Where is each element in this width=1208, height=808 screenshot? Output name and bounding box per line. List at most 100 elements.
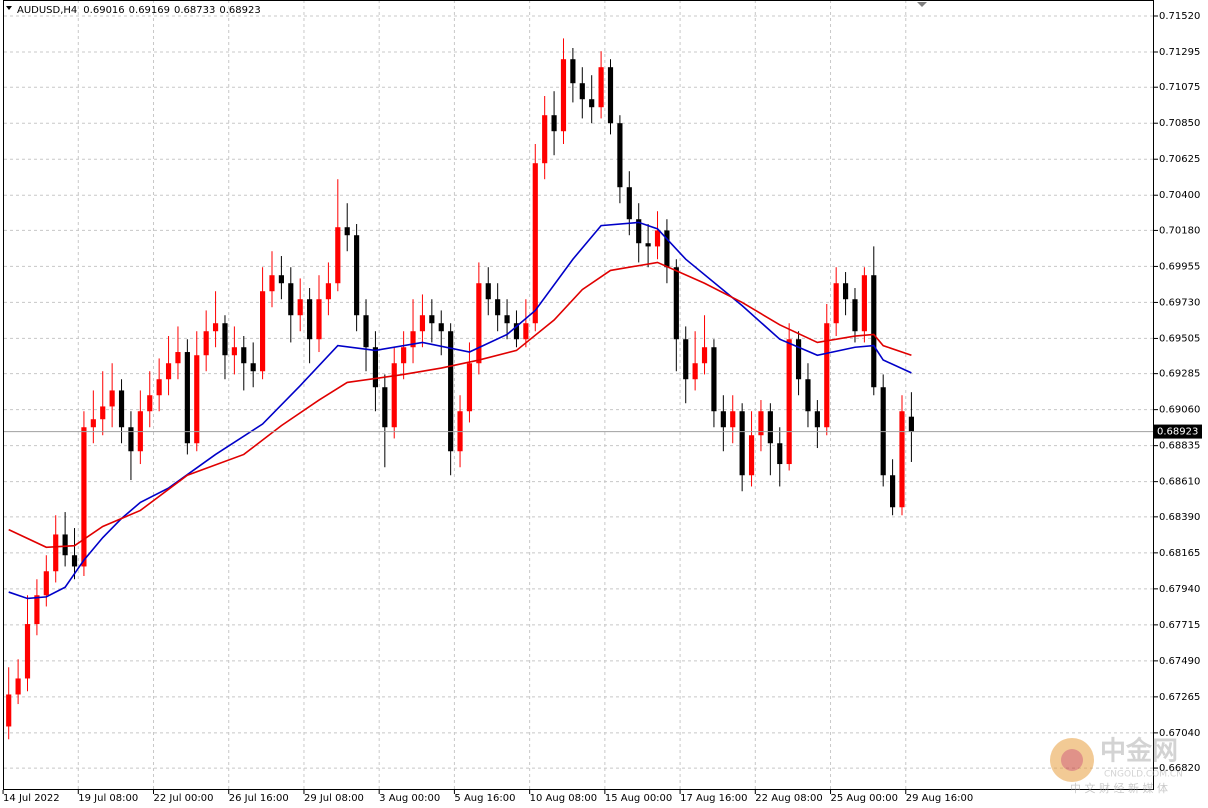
y-tick-label: 0.71520 — [1159, 11, 1200, 22]
candle-body — [814, 411, 820, 428]
candle-body — [824, 323, 830, 428]
watermark-slogan: 中 文 财 经 新 媒 体 — [1070, 781, 1168, 795]
candle-body — [673, 267, 679, 340]
shift-marker — [917, 2, 927, 7]
y-tick-label: 0.70180 — [1159, 225, 1200, 236]
candle-body — [495, 299, 501, 316]
candle-body — [861, 275, 867, 332]
candle-body — [278, 275, 284, 284]
candle-body — [711, 347, 717, 412]
candle-body — [419, 315, 426, 332]
candle-body — [626, 187, 632, 220]
x-tick-label: 26 Jul 16:00 — [229, 793, 289, 804]
high: 0.69169 — [129, 5, 170, 16]
candle-body — [890, 475, 896, 508]
candle-body — [654, 230, 661, 247]
candle-body — [448, 331, 454, 452]
y-tick-label: 0.68610 — [1159, 477, 1200, 488]
x-tick-label: 22 Aug 08:00 — [755, 793, 822, 804]
candle-body — [175, 352, 181, 364]
candle-body — [259, 291, 266, 372]
y-tick-label: 0.69285 — [1159, 369, 1200, 380]
candle-body — [24, 624, 31, 679]
open: 0.69016 — [83, 5, 124, 16]
y-tick-label: 0.70625 — [1159, 154, 1200, 165]
y-tick-label: 0.69955 — [1159, 261, 1200, 272]
candle-body — [401, 347, 407, 364]
close: 0.68923 — [219, 5, 260, 16]
y-tick-label: 0.66820 — [1159, 763, 1200, 774]
candle-body — [786, 339, 792, 465]
y-tick-label: 0.67940 — [1159, 584, 1200, 595]
candle-body — [34, 595, 40, 625]
candle-body — [701, 347, 708, 364]
candle-body — [551, 115, 557, 132]
candle-body — [43, 571, 49, 596]
candle-body — [288, 283, 294, 316]
candle-body — [250, 363, 256, 372]
candle-body — [795, 339, 802, 380]
candle-body — [636, 219, 642, 244]
y-tick-label: 0.67715 — [1159, 620, 1200, 631]
candle-body — [842, 283, 849, 300]
candle-body — [560, 59, 567, 132]
candle-body — [692, 363, 698, 380]
candle-body — [147, 395, 153, 412]
y-tick-label: 0.71295 — [1159, 47, 1200, 58]
candle-body — [429, 315, 435, 324]
watermark-name: 中金网 — [1100, 736, 1178, 767]
candle-body — [109, 390, 115, 407]
x-tick-label: 15 Aug 00:00 — [605, 793, 672, 804]
candle-body — [748, 435, 755, 476]
candle-body — [899, 411, 905, 508]
x-tick-label: 22 Jul 00:00 — [154, 793, 214, 804]
candle-body — [222, 323, 228, 356]
candle-body — [664, 230, 670, 268]
candle-body — [720, 411, 726, 428]
candle-body — [71, 555, 78, 567]
low: 0.68733 — [174, 5, 215, 16]
watermark-logo-inner — [1061, 749, 1083, 771]
candle-body — [504, 315, 510, 324]
candle-body — [194, 355, 200, 444]
candle-body — [833, 283, 839, 324]
candle-body — [53, 534, 59, 572]
candle-body — [908, 416, 914, 432]
x-tick-label: 14 Jul 2022 — [3, 793, 60, 804]
x-tick-label: 29 Aug 16:00 — [906, 793, 973, 804]
y-tick-label: 0.69505 — [1159, 333, 1200, 344]
candle-body — [683, 339, 689, 380]
candle-body — [81, 427, 87, 567]
symbol: AUDUSD,H4 — [17, 5, 77, 16]
candle-body — [90, 419, 96, 428]
candle-body — [372, 347, 379, 388]
candle-body — [410, 331, 416, 348]
x-tick-label: 19 Jul 08:00 — [78, 793, 138, 804]
candle-body — [598, 67, 604, 108]
candle-body — [325, 283, 331, 300]
y-tick-label: 0.69060 — [1159, 405, 1200, 416]
watermark-site: CNGOLD.COM.CN — [1104, 770, 1183, 780]
candle-body — [212, 323, 219, 332]
candle-body — [570, 59, 576, 84]
y-tick-label: 0.68390 — [1159, 512, 1200, 523]
plot-layer — [4, 0, 1154, 790]
y-tick-label: 0.69730 — [1159, 297, 1200, 308]
x-tick-label: 25 Aug 00:00 — [831, 793, 898, 804]
y-tick-label: 0.68165 — [1159, 548, 1200, 559]
candle-body — [607, 67, 614, 124]
menu-arrow — [6, 6, 12, 10]
candle-body — [100, 406, 106, 420]
candle-body — [532, 163, 538, 324]
candle-body — [645, 243, 651, 247]
y-tick-label: 0.67265 — [1159, 692, 1200, 703]
plot-frame — [3, 0, 1154, 790]
candle-body — [767, 411, 773, 444]
moving-average — [8, 261, 912, 549]
x-tick-label: 5 Aug 16:00 — [454, 793, 515, 804]
candle-body — [542, 115, 548, 164]
candle-body — [297, 299, 303, 316]
